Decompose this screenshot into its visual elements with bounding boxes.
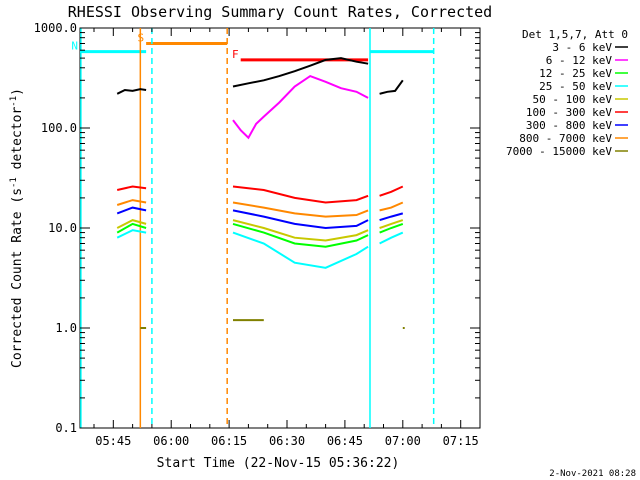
series-line <box>379 79 404 95</box>
y-axis-label-mid: detector <box>10 107 25 178</box>
series-line <box>232 74 369 140</box>
series-line <box>116 229 147 239</box>
series-line <box>116 206 147 215</box>
x-tick-label: 06:00 <box>153 434 189 448</box>
legend-label: 100 - 300 keV <box>526 106 612 119</box>
x-tick-label: 05:45 <box>95 434 131 448</box>
y-tick-label: 0.1 <box>55 421 77 435</box>
y-tick-label: 10.0 <box>48 221 77 235</box>
series-line <box>232 185 369 204</box>
legend-title: Det 1,5,7, Att 0 <box>522 28 628 41</box>
x-tick-label: 06:30 <box>269 434 305 448</box>
series-line <box>379 185 404 197</box>
series-line <box>232 209 369 230</box>
y-axis-label: Corrected Count Rate (s-1 detector-1) <box>9 88 25 368</box>
y-axis-label-sup2: -1 <box>9 96 19 107</box>
y-axis-label-sup1: -1 <box>9 177 19 188</box>
legend-label: 6 - 12 keV <box>546 54 613 67</box>
flag-label: N <box>71 40 78 53</box>
series-line <box>232 57 369 88</box>
legend-label: 800 - 7000 keV <box>519 132 612 145</box>
series-line <box>116 219 147 229</box>
y-axis-label-end: ) <box>10 88 25 96</box>
series-line <box>116 88 147 95</box>
x-tick-label: 07:15 <box>443 434 479 448</box>
legend-label: 3 - 6 keV <box>552 41 612 54</box>
series-line <box>116 199 147 206</box>
legend-label: 300 - 800 keV <box>526 119 612 132</box>
series-line <box>379 231 404 245</box>
x-axis-label: Start Time (22-Nov-15 05:36:22) <box>157 456 400 471</box>
footer-date: 2-Nov-2021 08:28 <box>549 469 636 479</box>
legend-label: 12 - 25 keV <box>539 67 612 80</box>
axis-layer: 05:45 06:00 06:15 06:30 06:45 07:00 07:15 0.1 1.… <box>34 21 481 448</box>
series-line <box>232 201 369 218</box>
y-tick-label: 100.0 <box>41 121 77 135</box>
series-layer <box>116 57 405 329</box>
series-line <box>232 219 369 242</box>
x-tick-label: 07:00 <box>385 434 421 448</box>
x-tick-label: 06:15 <box>211 434 247 448</box>
series-line <box>379 212 404 222</box>
flag-label: F <box>232 48 239 61</box>
series-line <box>379 222 404 234</box>
series-line <box>379 201 404 212</box>
y-tick-label: 1000.0 <box>34 21 77 35</box>
y-axis-label-main: Corrected Count Rate (s <box>10 188 25 368</box>
series-line <box>379 219 404 229</box>
chart-title: RHESSI Observing Summary Count Rates, Co… <box>68 3 492 21</box>
legend-label: 7000 - 15000 keV <box>506 145 612 158</box>
series-line <box>116 222 147 234</box>
x-tick-label: 06:45 <box>327 434 363 448</box>
series-line <box>232 222 369 248</box>
annotation-layer: SNF <box>71 28 435 428</box>
series-line <box>116 185 147 191</box>
legend-label: 25 - 50 keV <box>539 80 612 93</box>
series-line <box>232 231 369 269</box>
legend-label: 50 - 100 keV <box>533 93 613 106</box>
y-tick-label: 1.0 <box>55 321 77 335</box>
